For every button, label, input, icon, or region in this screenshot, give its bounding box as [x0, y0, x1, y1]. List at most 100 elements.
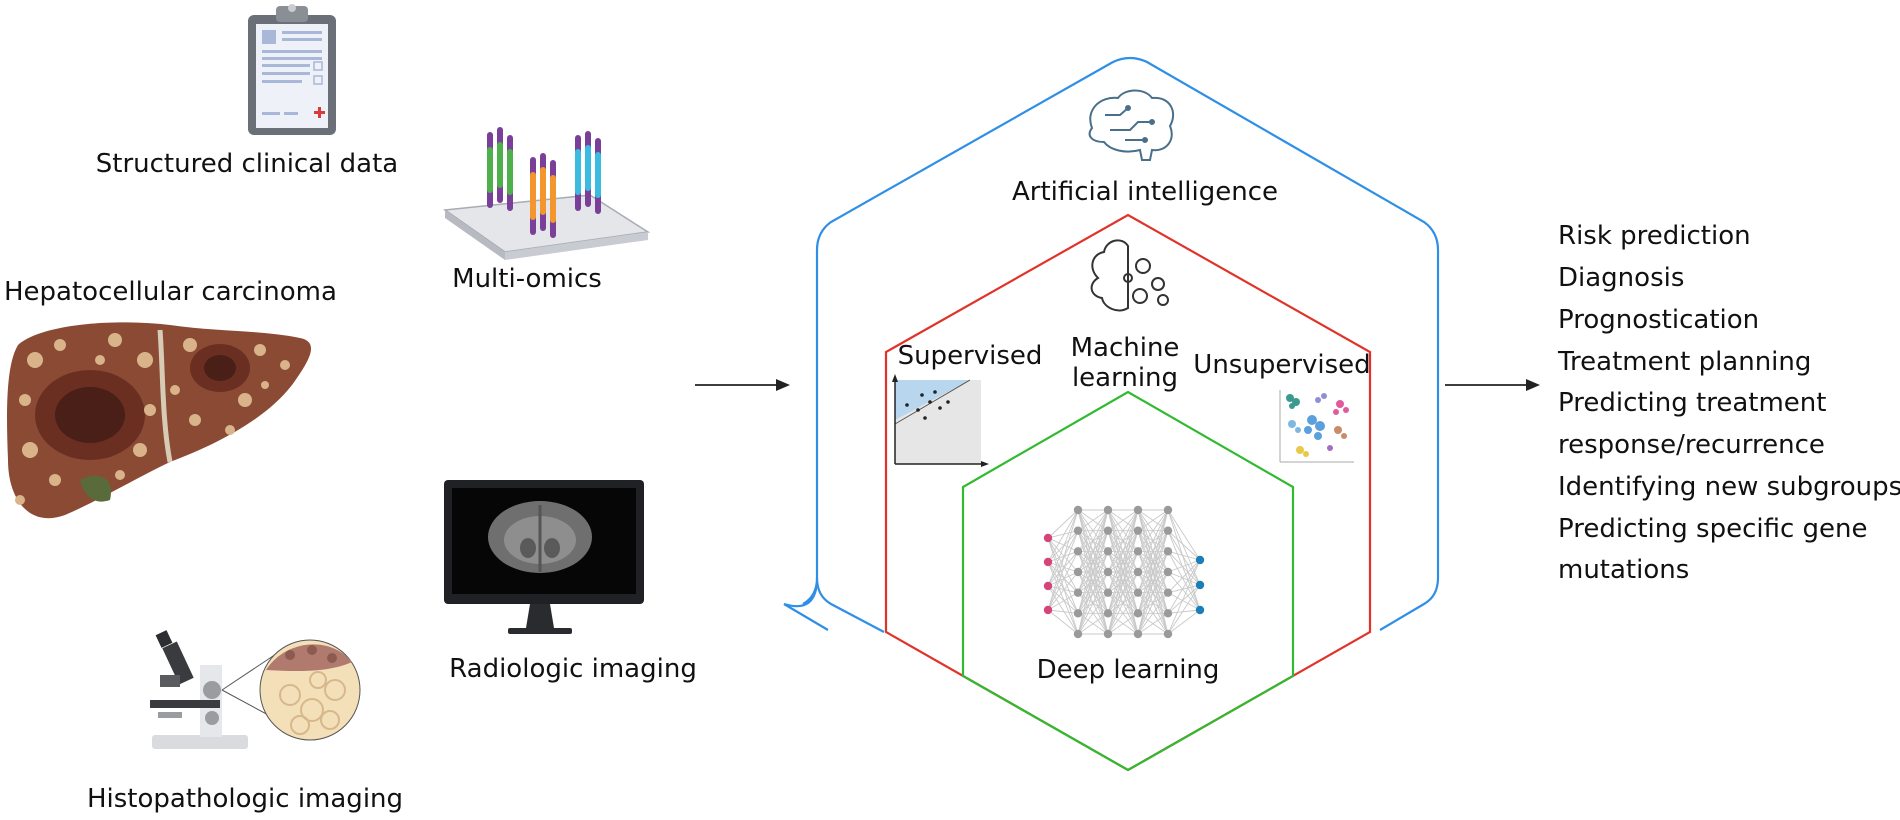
- clipboard-icon: [248, 4, 336, 135]
- nn-node: [1103, 547, 1113, 556]
- label-machine: Machine: [1071, 333, 1180, 363]
- nn-node: [1133, 629, 1143, 639]
- microscope-icon: [150, 630, 248, 749]
- nn-edge: [1047, 585, 1079, 635]
- nn-edge: [1047, 592, 1079, 611]
- nn-node: [1103, 567, 1113, 577]
- nn-edge: [1107, 612, 1139, 635]
- nn-node: [1133, 567, 1143, 577]
- nn-node: [1073, 629, 1083, 639]
- nn-edge: [1167, 571, 1201, 586]
- output-arrow: [1445, 379, 1540, 391]
- nn-edge: [1137, 509, 1169, 573]
- nn-node: [1103, 526, 1113, 535]
- nn-edge: [1107, 592, 1139, 635]
- nn-edge: [1167, 550, 1201, 561]
- label-learning: learning: [1072, 363, 1178, 393]
- nn-node: [1163, 567, 1173, 577]
- label-structured-clinical-data: Structured clinical data: [96, 149, 398, 179]
- output-item: Treatment planning: [1557, 347, 1811, 377]
- nn-node: [1073, 588, 1083, 597]
- nn-node: [1133, 505, 1143, 515]
- nn-edge: [1077, 509, 1109, 573]
- nn-node: [1103, 609, 1113, 618]
- nn-node: [1043, 533, 1053, 543]
- nn-edge: [1167, 609, 1201, 614]
- nn-edge: [1047, 571, 1079, 587]
- nn-edge: [1107, 509, 1139, 614]
- output-item: Risk prediction: [1558, 221, 1751, 251]
- nn-node: [1163, 547, 1173, 556]
- nn-edge: [1107, 509, 1139, 573]
- nn-node: [1103, 505, 1113, 515]
- label-multi-omics: Multi-omics: [452, 264, 602, 294]
- nn-edge: [1077, 509, 1109, 552]
- nn-edge: [1047, 509, 1079, 539]
- nn-edge: [1077, 509, 1109, 593]
- label-radiologic-imaging: Radiologic imaging: [449, 654, 697, 684]
- ai-hexagon-bottom-left: [815, 577, 885, 633]
- nn-edge: [1167, 559, 1201, 573]
- nn-edge: [1137, 551, 1169, 635]
- nn-node: [1195, 555, 1205, 565]
- nn-edge: [1077, 551, 1109, 635]
- nn-edge: [1137, 509, 1169, 552]
- nn-edge: [1107, 551, 1139, 635]
- nn-node: [1133, 526, 1143, 535]
- nn-edge: [1137, 509, 1169, 593]
- output-item: Predicting treatment: [1558, 388, 1826, 418]
- nn-edge: [1107, 571, 1139, 635]
- nn-edge: [1047, 561, 1079, 593]
- nn-edge: [1047, 609, 1079, 635]
- nn-edge: [1047, 537, 1079, 614]
- nn-edge: [1047, 585, 1079, 614]
- nn-edge: [1107, 509, 1139, 532]
- nn-node: [1073, 526, 1083, 535]
- nn-node: [1133, 609, 1143, 618]
- outputs-list: Risk prediction Diagnosis Prognosticatio…: [1557, 221, 1900, 585]
- output-item: Prognostication: [1558, 305, 1759, 335]
- label-supervised: Supervised: [898, 341, 1043, 371]
- nn-edge: [1167, 571, 1201, 611]
- nn-edge: [1107, 509, 1139, 635]
- label-artificial-intelligence: Artificial intelligence: [1012, 177, 1278, 207]
- scatter-plot-icon: [892, 374, 989, 467]
- nn-edge: [1167, 551, 1201, 611]
- nn-edge: [1077, 612, 1109, 635]
- nn-edge: [1167, 530, 1201, 586]
- nn-edge: [1137, 612, 1169, 635]
- nn-edge: [1047, 530, 1079, 539]
- nn-edge: [1167, 592, 1201, 611]
- nn-edge: [1047, 537, 1079, 552]
- brain-circuit-icon: [1088, 89, 1175, 161]
- nn-edge: [1077, 571, 1109, 635]
- nn-edge: [1137, 509, 1169, 532]
- label-deep-learning: Deep learning: [1037, 655, 1220, 685]
- microarray-icon: [442, 127, 651, 260]
- nn-node: [1133, 547, 1143, 556]
- nn-edge: [1047, 561, 1079, 614]
- nn-edge: [1167, 559, 1201, 614]
- nn-edge: [1167, 530, 1201, 561]
- nn-node: [1043, 557, 1053, 567]
- nn-node: [1073, 505, 1083, 515]
- nn-edge: [1167, 584, 1201, 594]
- cluster-plot-icon: [1279, 390, 1354, 463]
- dl-hexagon: [961, 390, 1295, 772]
- brain-gears-icon: [1090, 239, 1169, 312]
- output-item: response/recurrence: [1558, 430, 1825, 460]
- nn-node: [1103, 629, 1113, 639]
- input-arrow: [695, 379, 790, 391]
- histology-magnifier-icon: [221, 639, 361, 741]
- label-unsupervised: Unsupervised: [1193, 350, 1370, 380]
- nn-edge: [1077, 530, 1109, 635]
- nn-edge: [1047, 537, 1079, 635]
- label-histopathologic-imaging: Histopathologic imaging: [87, 784, 403, 814]
- nn-edge: [1047, 509, 1079, 611]
- nn-node: [1103, 588, 1113, 597]
- nn-edge: [1137, 571, 1169, 635]
- nn-edge: [1167, 551, 1201, 586]
- nn-edge: [1047, 609, 1079, 614]
- nn-edge: [1167, 530, 1201, 611]
